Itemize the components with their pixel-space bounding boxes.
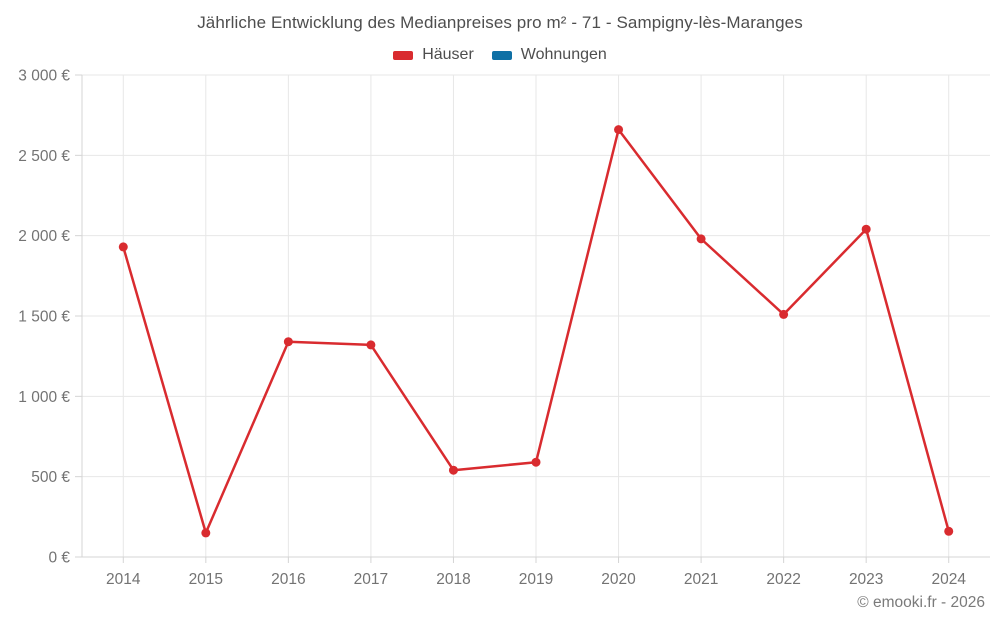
data-point[interactable] (283, 337, 293, 347)
x-tick-label: 2017 (354, 571, 388, 588)
data-point[interactable] (531, 457, 541, 467)
legend-item-wohnungen[interactable]: Wohnungen (491, 46, 607, 64)
data-point[interactable] (614, 125, 624, 135)
y-tick-label: 500 € (31, 469, 70, 486)
x-tick-label: 2016 (271, 571, 305, 588)
x-tick-label: 2022 (766, 571, 800, 588)
y-tick-label: 1 500 € (18, 309, 70, 326)
x-tick-label: 2020 (601, 571, 636, 588)
x-tick-label: 2023 (849, 571, 883, 588)
data-point[interactable] (118, 242, 128, 252)
data-point[interactable] (366, 340, 376, 350)
data-point[interactable] (944, 526, 954, 536)
legend-label-wohnungen: Wohnungen (520, 46, 607, 63)
x-tick-label: 2024 (931, 571, 966, 588)
x-tick-label: 2018 (436, 571, 470, 588)
legend-swatch-haeuser (393, 50, 414, 60)
copyright: © emooki.fr - 2026 (857, 594, 985, 611)
x-tick-label: 2019 (519, 571, 553, 588)
x-tick-label: 2021 (684, 571, 718, 588)
x-tick-label: 2014 (106, 571, 141, 588)
data-point[interactable] (779, 309, 789, 319)
chart-legend: Häuser Wohnungen (0, 46, 1000, 64)
y-tick-label: 1 000 € (18, 389, 70, 406)
y-tick-label: 3 000 € (18, 68, 70, 85)
y-tick-label: 2 500 € (18, 148, 70, 165)
legend-label-haeuser: Häuser (422, 46, 474, 63)
data-point[interactable] (448, 465, 458, 475)
legend-swatch-wohnungen (491, 50, 512, 60)
data-point[interactable] (696, 234, 706, 244)
y-tick-label: 2 000 € (18, 228, 70, 245)
data-point[interactable] (201, 528, 211, 538)
y-tick-label: 0 € (48, 550, 70, 567)
chart-title: Jährliche Entwicklung des Medianpreises … (197, 13, 803, 32)
x-tick-label: 2015 (189, 571, 223, 588)
legend-item-haeuser[interactable]: Häuser (393, 46, 474, 64)
data-point[interactable] (861, 224, 871, 234)
